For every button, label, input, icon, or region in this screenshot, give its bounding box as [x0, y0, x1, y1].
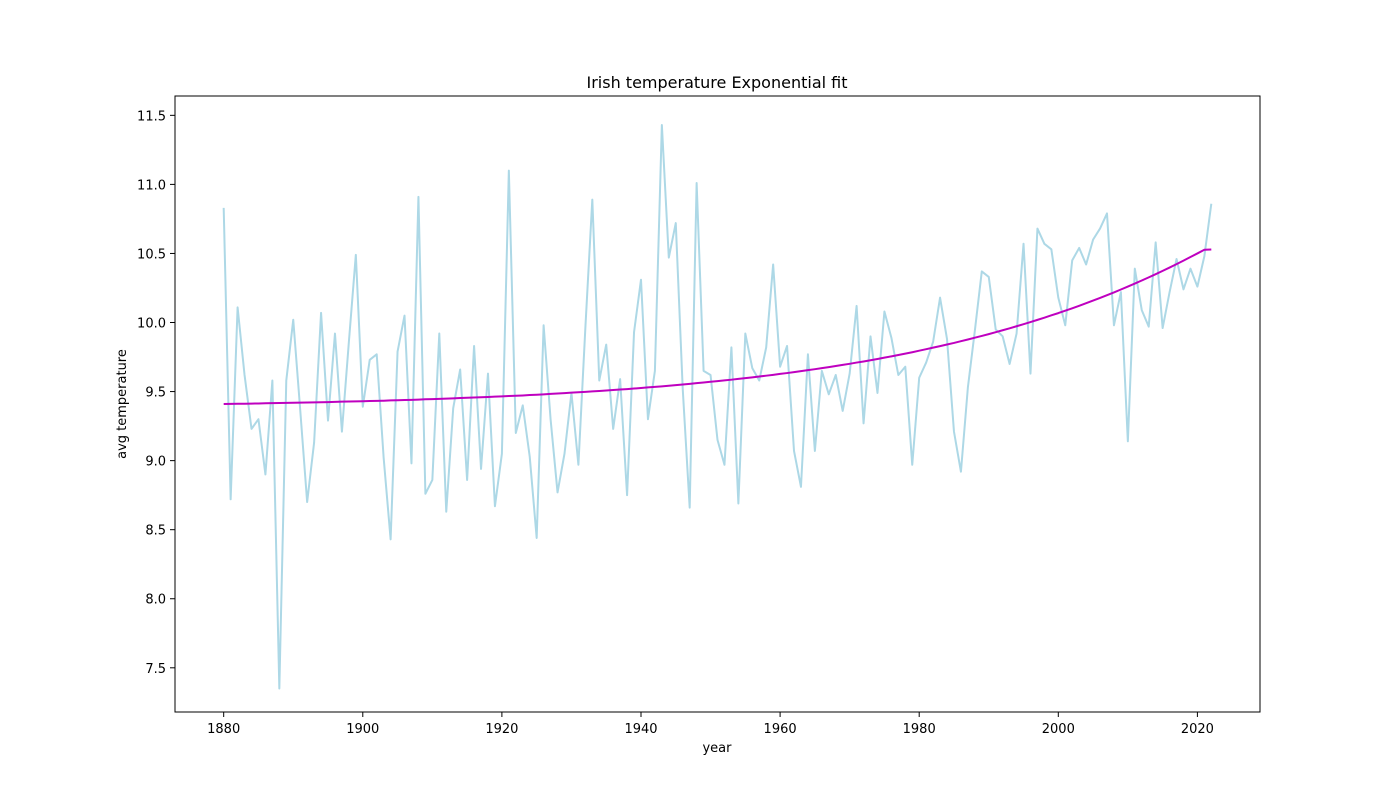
x-tick-label: 1920: [485, 722, 518, 737]
y-tick-label: 11.0: [137, 178, 166, 193]
x-tick-label: 1980: [903, 722, 936, 737]
x-tick-label: 1900: [346, 722, 379, 737]
plot-frame: [174, 95, 1261, 713]
chart-title: Irish temperature Exponential fit: [586, 73, 847, 92]
x-axis-label: year: [702, 741, 732, 756]
x-tick-label: 1960: [764, 722, 797, 737]
y-tick-label: 7.5: [145, 662, 166, 677]
y-tick-label: 11.5: [137, 109, 166, 124]
y-tick-label: 9.5: [145, 386, 166, 401]
y-axis-label: avg temperature: [115, 349, 130, 459]
y-axis: 7.5 8.0 8.5 9.0 9.5 10.0 10.5 11.0 11.5: [137, 109, 175, 677]
series-line-1: [222, 124, 1213, 690]
y-tick-label: 8.5: [145, 524, 166, 539]
y-tick-label: 8.0: [145, 593, 166, 608]
x-tick-label: 1880: [207, 722, 240, 737]
x-tick-label: 1940: [624, 722, 657, 737]
x-tick-label: 2000: [1042, 722, 1075, 737]
y-tick-label: 10.0: [137, 317, 166, 332]
series-line-2: [223, 248, 1212, 405]
series-layer: [222, 124, 1213, 690]
x-axis: 1880 1900 1920 1940 1960 1980 2000 2020: [207, 712, 1214, 737]
y-tick-label: 10.5: [137, 247, 166, 262]
y-tick-label: 9.0: [145, 455, 166, 470]
x-tick-label: 2020: [1181, 722, 1214, 737]
